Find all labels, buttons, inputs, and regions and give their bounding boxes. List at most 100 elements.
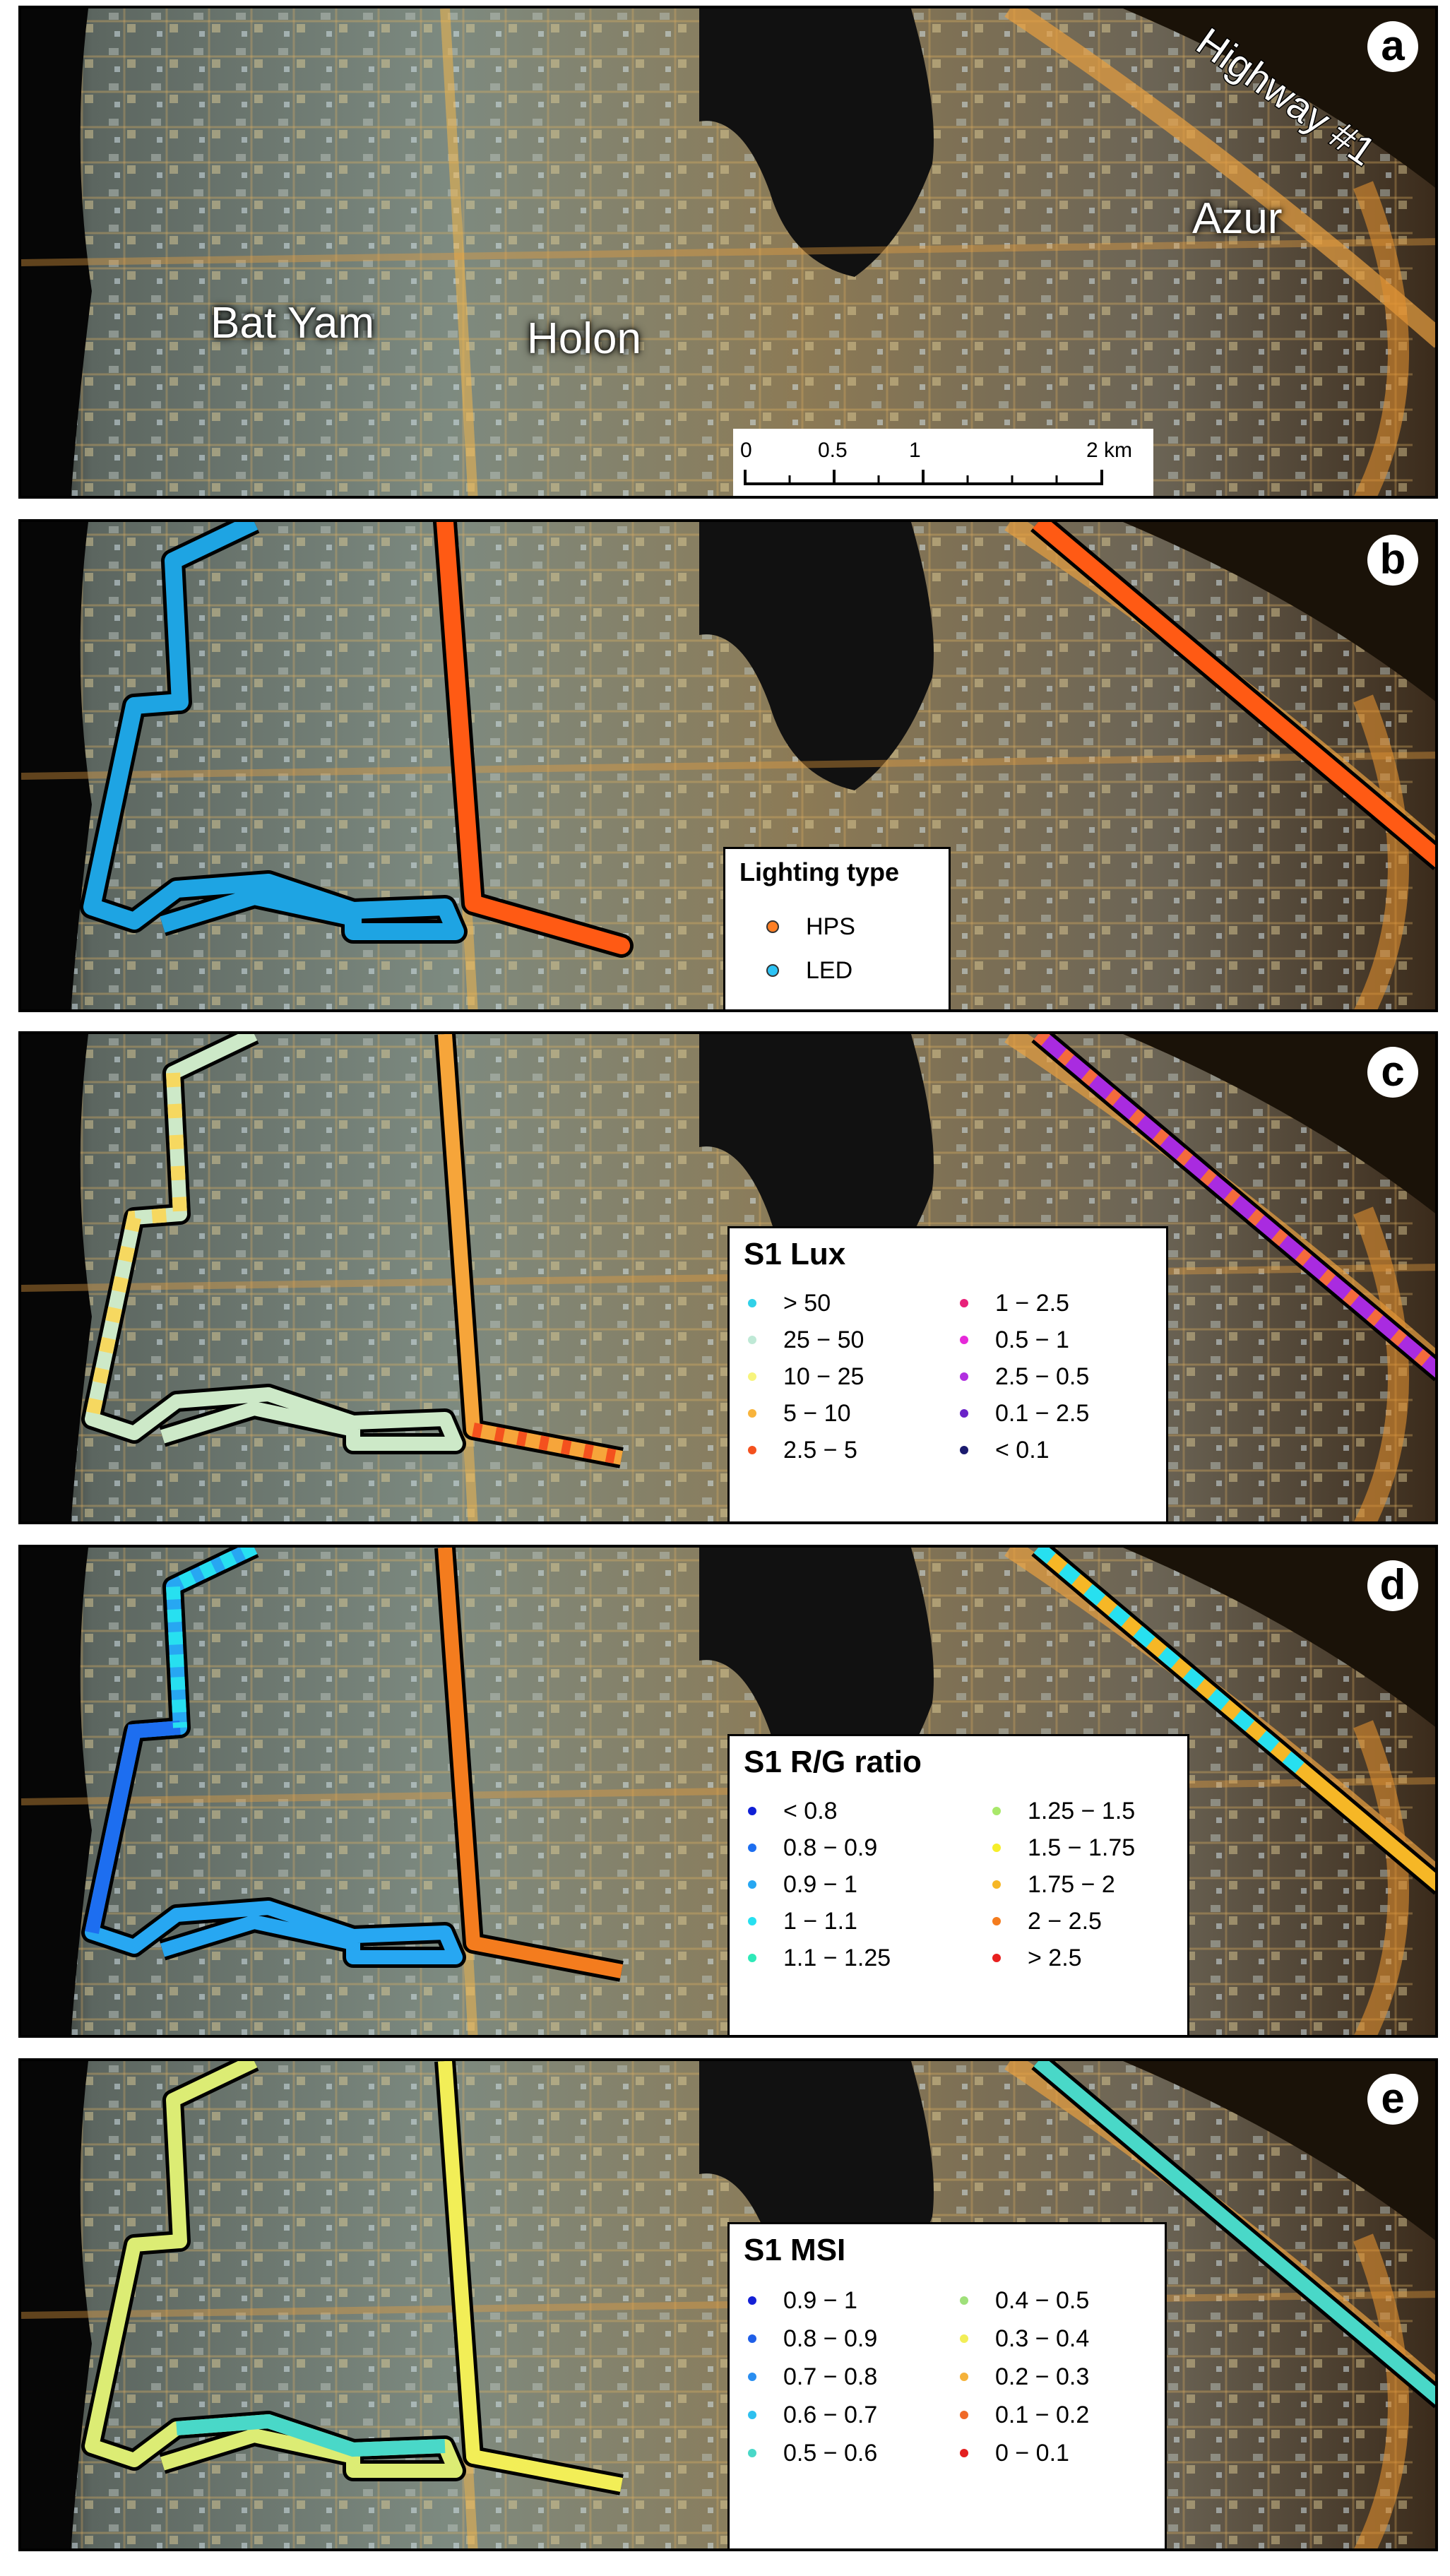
legend-swatch xyxy=(748,1807,756,1815)
legend-label: 0.5 − 0.6 xyxy=(783,2439,878,2467)
legend-item: 1 − 1.1 xyxy=(748,1907,857,1935)
legend-label: 1.75 − 2 xyxy=(1028,1870,1115,1898)
scale-bar: 0 0.5 1 2 km xyxy=(733,429,1153,496)
legend-swatch xyxy=(960,1336,968,1344)
legend-swatch xyxy=(960,2296,968,2305)
legend-label: 2.5 − 5 xyxy=(783,1436,857,1464)
legend-swatch xyxy=(992,1917,1001,1925)
legend-label: 0.1 − 0.2 xyxy=(995,2401,1090,2428)
legend-item: > 50 xyxy=(748,1289,831,1317)
legend-item-led: LED xyxy=(766,956,852,985)
label-bat-yam: Bat Yam xyxy=(210,299,375,348)
legend-swatch xyxy=(960,1299,968,1307)
legend-label: 5 − 10 xyxy=(783,1399,851,1427)
legend-label: 0.7 − 0.8 xyxy=(783,2363,878,2390)
legend-label: 0 − 0.1 xyxy=(995,2439,1069,2467)
scale-bar-ruler xyxy=(744,470,1103,485)
legend-label: LED xyxy=(806,956,853,984)
legend-title: S1 MSI xyxy=(744,2233,846,2267)
legend-label: 1.25 − 1.5 xyxy=(1028,1797,1136,1824)
legend-item: 0.4 − 0.5 xyxy=(960,2286,1089,2315)
map-panel-e: e S1 MSI 0.9 − 1 0.8 − 0.9 0.7 − 0.8 0.6 − … xyxy=(18,2058,1438,2551)
legend-label: 0.6 − 0.7 xyxy=(783,2401,878,2428)
legend-item: 2.5 − 0.5 xyxy=(960,1363,1089,1391)
legend-swatch xyxy=(748,1409,756,1418)
legend-label: < 0.8 xyxy=(783,1797,838,1824)
legend-label: 1.1 − 1.25 xyxy=(783,1944,891,1971)
legend-swatch xyxy=(960,2334,968,2343)
map-panel-c: c S1 Lux > 50 25 − 50 10 − 25 5 − 10 2.5 − 5… xyxy=(18,1031,1438,1524)
legend-label: 10 − 25 xyxy=(783,1363,864,1390)
legend-item: 0.1 − 2.5 xyxy=(960,1399,1089,1428)
legend-item: 0.5 − 0.6 xyxy=(748,2439,877,2467)
label-azur: Azur xyxy=(1192,194,1283,243)
legend-item: 1.25 − 1.5 xyxy=(992,1797,1135,1825)
legend-label: 1 − 2.5 xyxy=(995,1289,1069,1317)
legend-item: 1.75 − 2 xyxy=(992,1870,1115,1899)
scale-label-0: 0 xyxy=(740,439,752,462)
legend-item: 0.8 − 0.9 xyxy=(748,1834,877,1862)
label-holon: Holon xyxy=(527,314,641,363)
legend-swatch xyxy=(960,1409,968,1418)
legend-swatch xyxy=(960,2373,968,2381)
legend-label: > 50 xyxy=(783,1289,831,1317)
legend-swatch xyxy=(748,1917,756,1925)
legend-swatch xyxy=(748,1954,756,1962)
legend-label: 0.1 − 2.5 xyxy=(995,1399,1090,1427)
legend-swatch xyxy=(960,1372,968,1381)
legend-item: 0.6 − 0.7 xyxy=(748,2401,877,2429)
legend-item: 0.3 − 0.4 xyxy=(960,2325,1089,2353)
legend-swatch xyxy=(748,1880,756,1889)
legend-swatch xyxy=(748,2296,756,2305)
legend-swatch xyxy=(992,1807,1001,1815)
legend-swatch xyxy=(748,1299,756,1307)
legend-label: 2.5 − 0.5 xyxy=(995,1363,1090,1390)
legend-title: S1 R/G ratio xyxy=(744,1745,922,1779)
legend-item: 0.9 − 1 xyxy=(748,1870,857,1899)
legend-swatch xyxy=(748,2411,756,2419)
legend-label: 0.9 − 1 xyxy=(783,1870,857,1898)
legend-swatch xyxy=(748,1446,756,1454)
route-layer xyxy=(80,522,1435,958)
legend-swatch xyxy=(748,2334,756,2343)
legend-label: 0.2 − 0.3 xyxy=(995,2363,1090,2390)
legend-swatch xyxy=(960,2411,968,2419)
legend-s1-rg-ratio: S1 R/G ratio < 0.8 0.8 − 0.9 0.9 − 1 1 − 1.… xyxy=(727,1734,1189,2035)
legend-title: S1 Lux xyxy=(744,1237,846,1271)
legend-item: < 0.1 xyxy=(960,1436,1050,1464)
map-panel-b: b Lighting type HPS LED xyxy=(18,519,1438,1012)
legend-item: 10 − 25 xyxy=(748,1363,864,1391)
legend-label: 0.9 − 1 xyxy=(783,2286,857,2314)
panel-letter-c: c xyxy=(1367,1047,1418,1098)
legend-item: > 2.5 xyxy=(992,1944,1082,1972)
route-layer xyxy=(81,1034,1435,1468)
map-panel-d: d S1 R/G ratio < 0.8 0.8 − 0.9 0.9 − 1 1 − … xyxy=(18,1545,1438,2038)
legend-item: 0.8 − 0.9 xyxy=(748,2325,877,2353)
panel-letter-d: d xyxy=(1367,1560,1418,1611)
legend-label: 2 − 2.5 xyxy=(1028,1907,1102,1935)
scale-label-2km: 2 km xyxy=(1086,439,1133,462)
legend-item: 0.5 − 1 xyxy=(960,1326,1069,1354)
legend-lighting-type: Lighting type HPS LED xyxy=(723,847,951,1009)
legend-swatch-led xyxy=(766,964,779,977)
legend-s1-msi: S1 MSI 0.9 − 1 0.8 − 0.9 0.7 − 0.8 0.6 − 0.… xyxy=(727,2222,1167,2548)
legend-item: 0.2 − 0.3 xyxy=(960,2363,1089,2391)
panel-letter-a: a xyxy=(1367,21,1418,72)
legend-swatch xyxy=(992,1954,1001,1962)
legend-swatch xyxy=(748,2373,756,2381)
legend-swatch xyxy=(748,2449,756,2457)
legend-label: 0.4 − 0.5 xyxy=(995,2286,1090,2314)
legend-item: 1.1 − 1.25 xyxy=(748,1944,891,1972)
route-layer xyxy=(81,2061,1435,2495)
legend-item: 0 − 0.1 xyxy=(960,2439,1069,2467)
legend-item: 2 − 2.5 xyxy=(992,1907,1102,1935)
legend-swatch xyxy=(992,1844,1001,1852)
legend-swatch xyxy=(960,2449,968,2457)
legend-label: 25 − 50 xyxy=(783,1326,864,1353)
legend-label: 0.8 − 0.9 xyxy=(783,1834,878,1861)
panel-letter-e: e xyxy=(1367,2074,1418,2125)
route-layer xyxy=(81,1548,1435,1982)
legend-swatch xyxy=(748,1844,756,1852)
legend-swatch-hps xyxy=(766,920,779,933)
legend-item: 0.9 − 1 xyxy=(748,2286,857,2315)
